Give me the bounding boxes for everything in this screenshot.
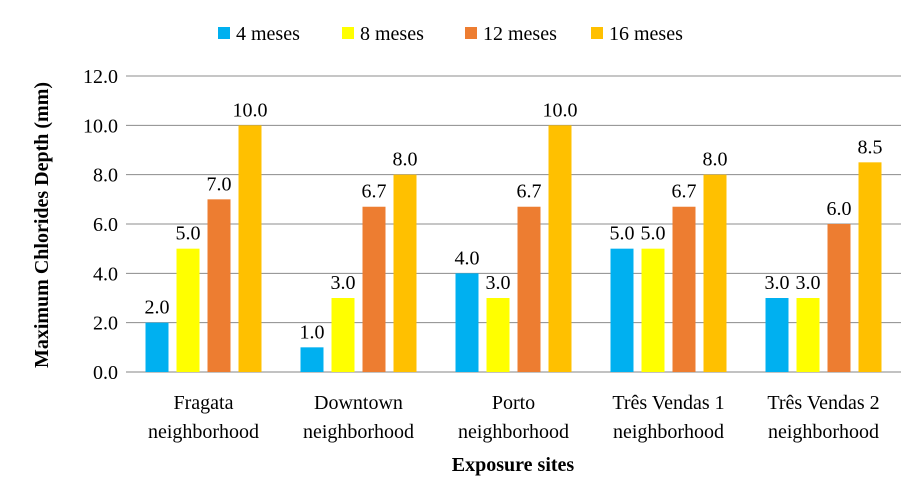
bar [455,273,479,372]
data-label: 5.0 [610,223,635,245]
bar [362,206,386,372]
data-label: 6.7 [362,181,387,203]
y-tick-label: 6.0 [93,214,118,236]
data-label: 10.0 [543,99,578,121]
legend-swatch [465,27,477,39]
data-label: 5.0 [176,223,201,245]
x-axis-categories: Fragata neighborhood Downtown neighborhood P… [148,392,880,443]
data-labels: 2.0 5.0 7.0 10.0 1.0 3.0 6.7 8.0 4.0 3.0 6.7 10.0 5.… [145,99,883,343]
data-label: 3.0 [331,272,356,294]
data-label: 7.0 [207,173,232,195]
y-tick-label: 10.0 [83,115,118,137]
category-label: Downtown [314,392,403,414]
data-label: 4.0 [455,247,480,269]
bar [827,224,851,372]
bar [517,206,541,372]
bars [145,125,882,372]
category-label: Três Vendas 1 [612,392,724,414]
legend-label: 12 meses [483,23,557,45]
bar [176,248,200,372]
bar [765,298,789,372]
data-label: 2.0 [145,297,170,319]
y-axis-title: Maximum Chlorides Depth (mm) [31,82,53,368]
category-label: neighborhood [303,421,414,443]
legend-label: 16 meses [609,23,683,45]
bar [548,125,572,372]
category-label: Três Vendas 2 [767,392,879,414]
y-tick-label: 8.0 [93,165,118,187]
category-label: neighborhood [613,421,724,443]
bar [858,162,882,372]
legend-swatch [218,27,230,39]
legend-swatch [342,27,354,39]
bar [238,125,262,372]
category-label: Porto [492,392,535,414]
data-label: 5.0 [641,223,666,245]
data-label: 10.0 [233,99,268,121]
legend: 4 meses 8 meses 12 meses 16 meses [218,23,683,45]
bar [796,298,820,372]
data-label: 1.0 [300,321,325,343]
data-label: 8.0 [393,149,418,171]
data-label: 6.0 [827,198,852,220]
data-label: 3.0 [765,272,790,294]
y-tick-label: 12.0 [83,66,118,88]
legend-swatch [591,27,603,39]
bar [145,322,169,372]
data-label: 6.7 [672,181,697,203]
bar [703,174,727,372]
bar [393,174,417,372]
data-label: 6.7 [517,181,542,203]
bar [641,248,665,372]
bar [300,347,324,372]
bar [486,298,510,372]
y-axis-ticks: 0.0 2.0 4.0 6.0 8.0 10.0 12.0 [83,66,118,384]
y-tick-label: 2.0 [93,313,118,335]
data-label: 3.0 [486,272,511,294]
legend-label: 8 meses [360,23,424,45]
category-label: neighborhood [458,421,569,443]
category-label: neighborhood [148,421,259,443]
data-label: 8.0 [703,149,728,171]
data-label: 3.0 [796,272,821,294]
x-axis-title: Exposure sites [452,454,575,476]
category-label: Fragata [174,392,234,414]
bar [331,298,355,372]
y-tick-label: 4.0 [93,263,118,285]
category-label: neighborhood [768,421,879,443]
bar [207,199,231,372]
bar [610,248,634,372]
y-tick-label: 0.0 [93,362,118,384]
data-label: 8.5 [858,136,883,158]
bar [672,206,696,372]
legend-label: 4 meses [236,23,300,45]
